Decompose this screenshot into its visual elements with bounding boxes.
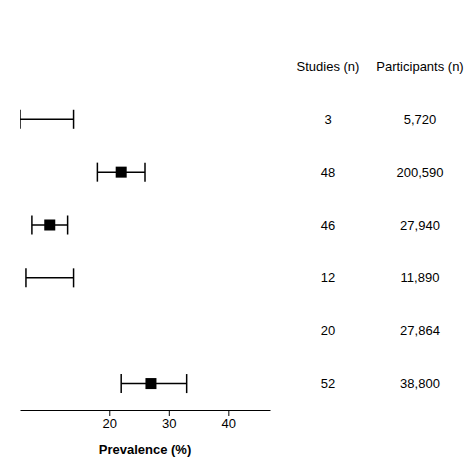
ci-cap-high [67, 215, 69, 234]
x-tick: 40 [222, 410, 236, 431]
column-cell: 27,940 [400, 218, 440, 233]
column-header: Studies (n) [297, 59, 360, 74]
column-cell: 5,720 [404, 112, 437, 127]
ci-cap-low [97, 163, 99, 182]
ci-cap-low [20, 110, 21, 129]
x-tick-mark [169, 410, 170, 416]
column-cell: 200,590 [397, 165, 444, 180]
column-cell: 3 [324, 112, 331, 127]
x-tick-label: 30 [162, 416, 176, 431]
ci-cap-high [73, 268, 75, 287]
x-axis-title: Prevalence (%) [99, 442, 192, 457]
x-tick-label: 20 [103, 416, 117, 431]
point-estimate [44, 220, 55, 231]
plot-area: 20 30 40 Prevalence (%) [21, 410, 271, 457]
x-tick-label: 40 [222, 416, 236, 431]
column-header: Participants (n) [376, 59, 463, 74]
x-tick-mark [109, 410, 110, 416]
ci-cap-high [186, 374, 188, 393]
point-estimate [145, 378, 156, 389]
column-cell: 38,800 [400, 376, 440, 391]
column-cell: 12 [321, 270, 335, 285]
ci-cap-low [25, 268, 27, 287]
point-estimate [116, 167, 127, 178]
chart-container: 20 30 40 Prevalence (%) Studies (n) 3 48 46 12 20… [0, 0, 474, 474]
column-cell: 48 [321, 165, 335, 180]
ci-line [26, 277, 74, 279]
x-tick-mark [228, 410, 229, 416]
column-cell: 20 [321, 323, 335, 338]
ci-cap-low [31, 215, 33, 234]
x-axis-line [21, 410, 271, 411]
ci-line [20, 119, 74, 121]
marks-inner [20, 110, 187, 393]
column-cell: 46 [321, 218, 335, 233]
column-cell: 27,864 [400, 323, 440, 338]
x-tick: 30 [162, 410, 176, 431]
ci-cap-high [73, 110, 75, 129]
column-cell: 11,890 [401, 270, 440, 285]
column-cell: 52 [321, 376, 335, 391]
x-axis: 20 30 40 [21, 410, 271, 431]
x-tick: 20 [103, 410, 117, 431]
ci-cap-high [144, 163, 146, 182]
table-columns: Studies (n) 3 48 46 12 20 52 Participants (n) 5,… [297, 59, 464, 391]
ci-cap-low [120, 374, 122, 393]
marks [20, 110, 187, 393]
chart-svg: 20 30 40 Prevalence (%) Studies (n) 3 48 46 12 20… [0, 0, 474, 474]
